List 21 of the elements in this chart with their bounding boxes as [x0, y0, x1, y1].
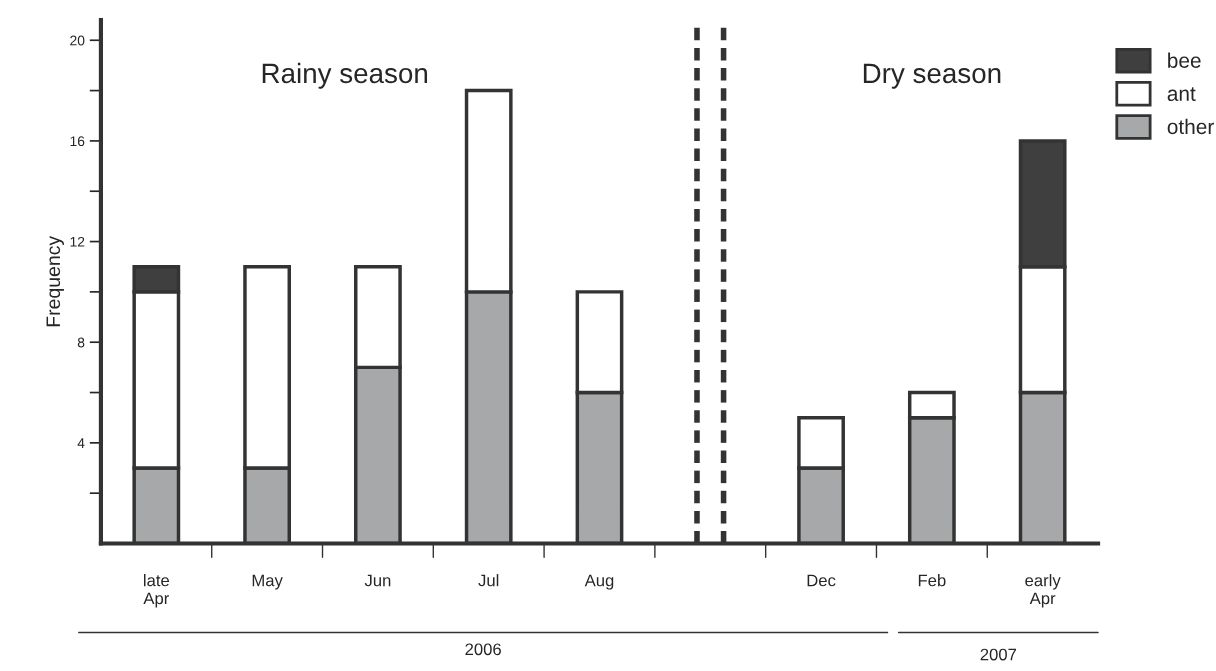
- y-tick-label: 12: [70, 236, 85, 247]
- x-tick-label: Feb: [918, 574, 946, 587]
- x-tick-label: May: [252, 574, 283, 590]
- x-tick-label: Aug: [584, 574, 614, 590]
- x-tick-label: Jun: [364, 574, 391, 587]
- x-tick-label: early Apr: [1025, 574, 1061, 608]
- y-tick-label: 20: [70, 35, 85, 46]
- y-axis-title: Frequency: [46, 235, 64, 327]
- legend-label: bee: [1168, 52, 1201, 68]
- x-tick-label: late Apr: [143, 574, 170, 608]
- text: 2007: [980, 648, 1017, 661]
- text: 2006: [465, 643, 501, 656]
- legend-label: ant: [1167, 87, 1196, 102]
- x-tick-label: Dec: [807, 574, 836, 587]
- y-tick-label: 4: [77, 438, 85, 448]
- x-tick-label: Jul: [478, 574, 499, 587]
- y-tick-label: 8: [77, 337, 85, 348]
- annotation: Rainy season: [262, 62, 428, 89]
- y-tick-label: 16: [70, 136, 85, 147]
- annotation: Dry season: [863, 63, 1001, 89]
- legend-label: other: [1167, 118, 1214, 135]
